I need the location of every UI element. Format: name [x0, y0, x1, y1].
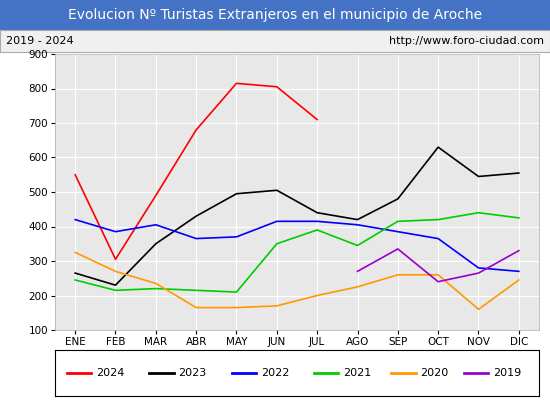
Text: 2023: 2023 [178, 368, 207, 378]
Text: 2022: 2022 [261, 368, 289, 378]
Text: 2024: 2024 [96, 368, 124, 378]
Text: 2019 - 2024: 2019 - 2024 [6, 36, 73, 46]
Text: 2021: 2021 [343, 368, 371, 378]
Text: 2019: 2019 [493, 368, 521, 378]
Text: Evolucion Nº Turistas Extranjeros en el municipio de Aroche: Evolucion Nº Turistas Extranjeros en el … [68, 8, 482, 22]
Text: http://www.foro-ciudad.com: http://www.foro-ciudad.com [389, 36, 544, 46]
Text: 2020: 2020 [420, 368, 449, 378]
